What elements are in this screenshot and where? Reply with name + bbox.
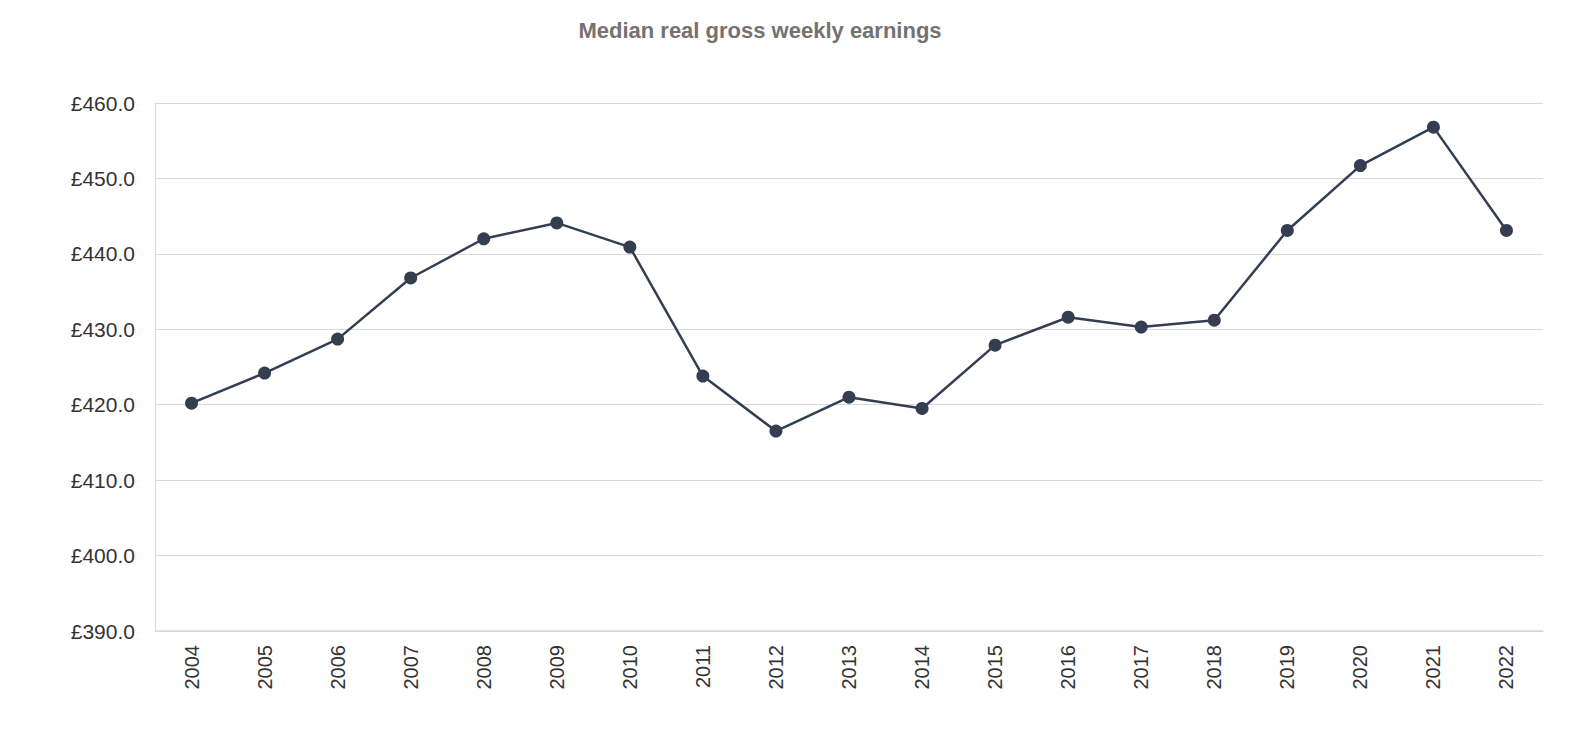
- svg-text:2020: 2020: [1349, 645, 1371, 690]
- svg-text:2010: 2010: [619, 645, 641, 690]
- svg-text:2018: 2018: [1203, 645, 1225, 690]
- svg-text:2016: 2016: [1057, 645, 1079, 690]
- svg-text:Median real gross weekly earni: Median real gross weekly earnings: [578, 18, 941, 43]
- svg-text:2006: 2006: [327, 645, 349, 690]
- svg-text:2011: 2011: [692, 645, 714, 688]
- svg-text:2004: 2004: [181, 645, 203, 690]
- svg-text:£410.0: £410.0: [71, 469, 135, 492]
- svg-text:2021: 2021: [1422, 645, 1444, 690]
- svg-text:£390.0: £390.0: [71, 620, 135, 643]
- svg-text:2017: 2017: [1130, 645, 1152, 690]
- svg-text:£440.0: £440.0: [71, 242, 135, 265]
- svg-text:£450.0: £450.0: [71, 167, 135, 190]
- svg-text:2007: 2007: [400, 645, 422, 690]
- svg-text:2014: 2014: [911, 645, 933, 690]
- svg-text:2015: 2015: [984, 645, 1006, 690]
- svg-text:£430.0: £430.0: [71, 318, 135, 341]
- svg-text:£400.0: £400.0: [71, 544, 135, 567]
- svg-text:2008: 2008: [473, 645, 495, 690]
- svg-text:2009: 2009: [546, 645, 568, 690]
- svg-text:2022: 2022: [1495, 645, 1517, 690]
- svg-text:2005: 2005: [254, 645, 276, 690]
- svg-text:2013: 2013: [838, 645, 860, 690]
- svg-text:£420.0: £420.0: [71, 393, 135, 416]
- svg-text:2012: 2012: [765, 645, 787, 690]
- svg-text:2019: 2019: [1276, 645, 1298, 690]
- svg-text:£460.0: £460.0: [71, 92, 135, 115]
